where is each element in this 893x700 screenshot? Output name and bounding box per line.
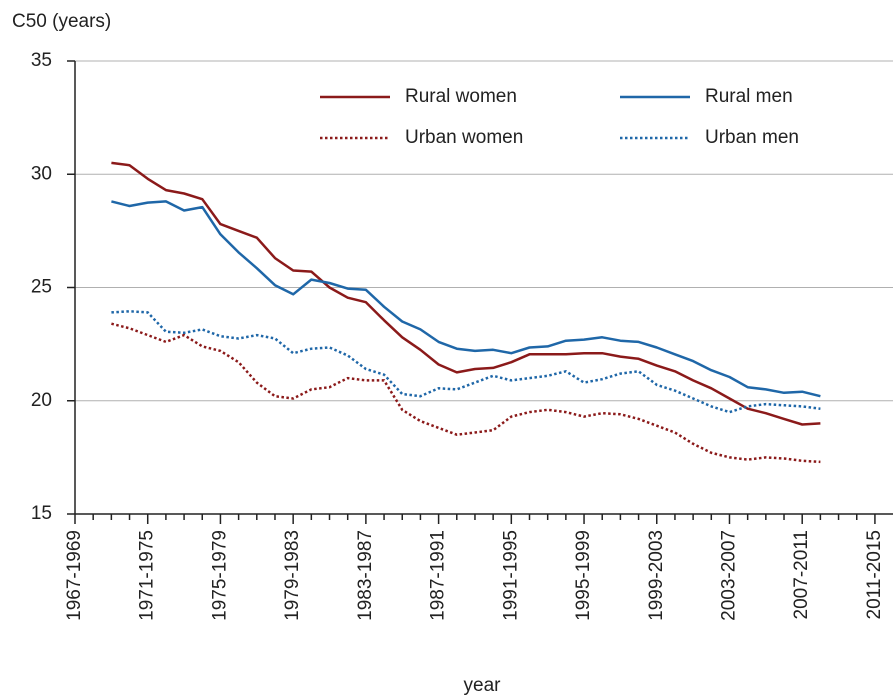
- x-tick-label: 2007-2011: [791, 530, 812, 619]
- y-tick-label: 15: [31, 503, 52, 524]
- y-axis-label: C50 (years): [12, 11, 111, 32]
- x-tick-label: 1975-1979: [209, 530, 230, 621]
- x-tick-label: 1971-1975: [137, 530, 158, 621]
- x-tick-label: 1983-1987: [355, 530, 376, 621]
- x-axis-label: year: [464, 675, 502, 696]
- x-tick-label: 2003-2007: [718, 530, 739, 621]
- x-tick-label: 1995-1999: [573, 530, 594, 621]
- y-tick-label: 35: [31, 50, 52, 71]
- legend-label: Rural women: [405, 86, 517, 107]
- series-line: [111, 161, 821, 426]
- y-tick-label: 25: [31, 277, 52, 298]
- series-line: [111, 322, 821, 464]
- legend-label: Rural men: [705, 86, 793, 107]
- y-tick-label: 30: [31, 163, 52, 184]
- legend-label: Urban women: [405, 127, 523, 148]
- x-tick-label: 1979-1983: [282, 530, 303, 621]
- series-line: [111, 310, 821, 414]
- y-tick-label: 20: [31, 390, 52, 411]
- legend-label: Urban men: [705, 127, 799, 148]
- x-tick-label: 1987-1991: [428, 530, 449, 621]
- x-tick-label: 1991-1995: [500, 530, 521, 621]
- x-tick-label: 2011-2015: [864, 530, 885, 619]
- x-tick-label: 1999-2003: [646, 530, 667, 621]
- x-tick-label: 1967-1969: [64, 530, 85, 621]
- series-line: [111, 200, 821, 398]
